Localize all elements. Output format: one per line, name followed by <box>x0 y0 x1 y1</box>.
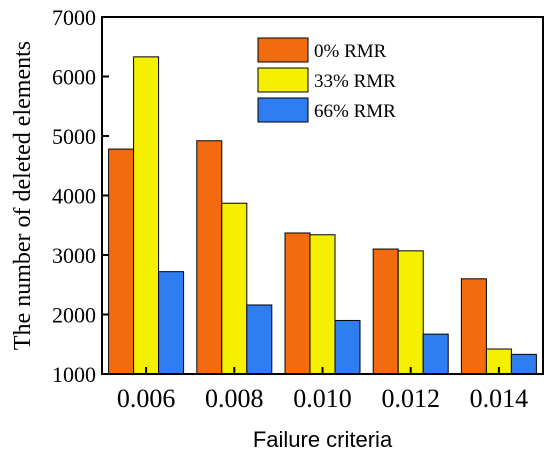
legend-swatch <box>257 97 309 123</box>
x-tick-label: 0.010 <box>293 384 352 413</box>
bar-66rmr-0.012 <box>422 333 449 375</box>
bar-33rmr-0.012 <box>397 250 424 375</box>
y-axis: 1000 2000 3000 4000 5000 6000 7000 <box>52 5 109 387</box>
legend-label: 33% RMR <box>314 71 396 92</box>
bar-0rmr-0.014 <box>460 278 487 375</box>
y-tick-label: 5000 <box>52 124 96 149</box>
bar-66rmr-0.006 <box>158 271 185 375</box>
bar-66rmr-0.014 <box>510 353 537 375</box>
bar-0rmr-0.012 <box>372 248 399 375</box>
bar-0rmr-0.010 <box>284 232 311 375</box>
legend-label: 66% RMR <box>314 101 396 122</box>
x-axis-title: Failure criteria <box>253 427 393 452</box>
bar-0rmr-0.006 <box>108 148 135 375</box>
x-tick-label: 0.014 <box>470 384 529 413</box>
bar-33rmr-0.010 <box>309 234 336 375</box>
legend-swatch <box>257 67 309 93</box>
y-tick-label: 2000 <box>52 303 96 328</box>
legend-label: 0% RMR <box>314 41 387 62</box>
bar-33rmr-0.006 <box>133 56 160 375</box>
x-axis: 0.006 0.008 0.010 0.012 0.014 <box>117 367 528 413</box>
bar-66rmr-0.008 <box>246 304 273 375</box>
bar-66rmr-0.010 <box>334 319 361 375</box>
bars-group <box>108 56 537 375</box>
y-tick-label: 6000 <box>52 65 96 90</box>
y-tick-label: 1000 <box>52 362 96 387</box>
y-tick-label: 4000 <box>52 184 96 209</box>
bar-33rmr-0.008 <box>221 202 248 375</box>
x-tick-label: 0.006 <box>117 384 176 413</box>
bar-0rmr-0.008 <box>196 140 223 375</box>
legend: 0% RMR 33% RMR 66% RMR <box>257 37 396 123</box>
y-tick-label: 7000 <box>52 5 96 30</box>
y-axis-title: The number of deleted elements <box>10 41 36 350</box>
x-tick-label: 0.008 <box>205 384 264 413</box>
legend-swatch <box>257 37 309 63</box>
x-tick-label: 0.012 <box>381 384 440 413</box>
y-tick-label: 3000 <box>52 243 96 268</box>
